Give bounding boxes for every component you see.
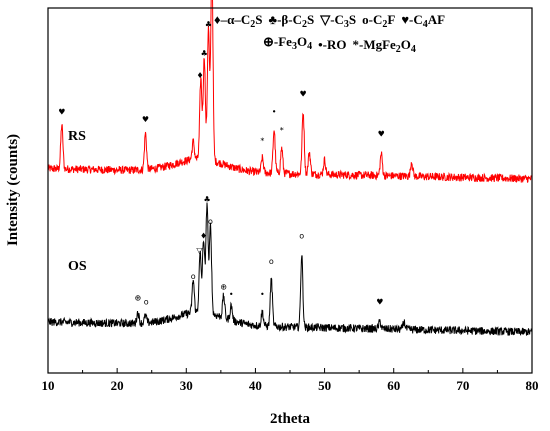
- x-tick-label: 30: [180, 378, 193, 393]
- peak-marker: •: [260, 290, 265, 299]
- series-line-rs: [47, 0, 532, 183]
- peak-marker: ♦: [200, 232, 207, 241]
- plot-area: ♥♥♦♣♣♥*•*♥♥⊕oo▽♦♣o⊕••oo♥: [47, 0, 533, 336]
- peak-marker: ⊕: [220, 283, 227, 292]
- legend-row-2: ⊕-Fe3O4 •-RO *-MgFe2O4: [263, 34, 416, 55]
- peak-marker: *: [260, 137, 264, 146]
- peak-marker: ♥: [376, 297, 383, 306]
- peak-marker: o: [299, 232, 304, 241]
- peak-marker: ♣: [205, 20, 212, 29]
- x-tick-label: 50: [318, 378, 331, 393]
- x-tick-label: 80: [526, 378, 539, 393]
- peak-marker: ♥: [378, 129, 385, 138]
- peak-marker: o: [269, 257, 274, 266]
- peak-marker: •: [272, 108, 277, 117]
- peak-marker: o: [144, 297, 149, 306]
- peak-marker: o: [191, 272, 196, 281]
- series-label-os: OS: [68, 259, 87, 274]
- x-tick-label: 40: [249, 378, 262, 393]
- peak-marker: ♦: [197, 71, 204, 80]
- peak-marker: ▽: [196, 246, 203, 255]
- peak-marker: ♣: [203, 195, 210, 204]
- peak-marker: *: [280, 126, 284, 135]
- peak-marker: ♣: [201, 49, 208, 58]
- x-axis-ticks: 10 20 30 40 50 60 70 80: [42, 368, 539, 393]
- x-tick-label: 20: [111, 378, 124, 393]
- x-tick-label: 10: [42, 378, 55, 393]
- peak-marker: ♥: [142, 115, 149, 124]
- x-tick-label: 70: [456, 378, 469, 393]
- y-axis-title: Intensity (counts): [5, 134, 21, 246]
- peak-marker: •: [229, 290, 234, 299]
- legend-row-1: ♦–α–C2S ♣-β-C2S ▽-C3S o-C2F ♥-C4AF: [214, 12, 445, 30]
- x-tick-label: 60: [387, 378, 400, 393]
- peak-marker: ♥: [300, 89, 307, 98]
- series-line-os: [47, 202, 533, 336]
- series-label-rs: RS: [68, 129, 86, 144]
- x-axis-title: 2theta: [270, 411, 310, 427]
- peak-marker: o: [208, 217, 213, 226]
- legend: ♦–α–C2S ♣-β-C2S ▽-C3S o-C2F ♥-C4AF ⊕-Fe3O4 •-…: [214, 12, 445, 55]
- peak-marker: ⊕: [135, 294, 142, 303]
- peak-marker: ♥: [58, 108, 65, 117]
